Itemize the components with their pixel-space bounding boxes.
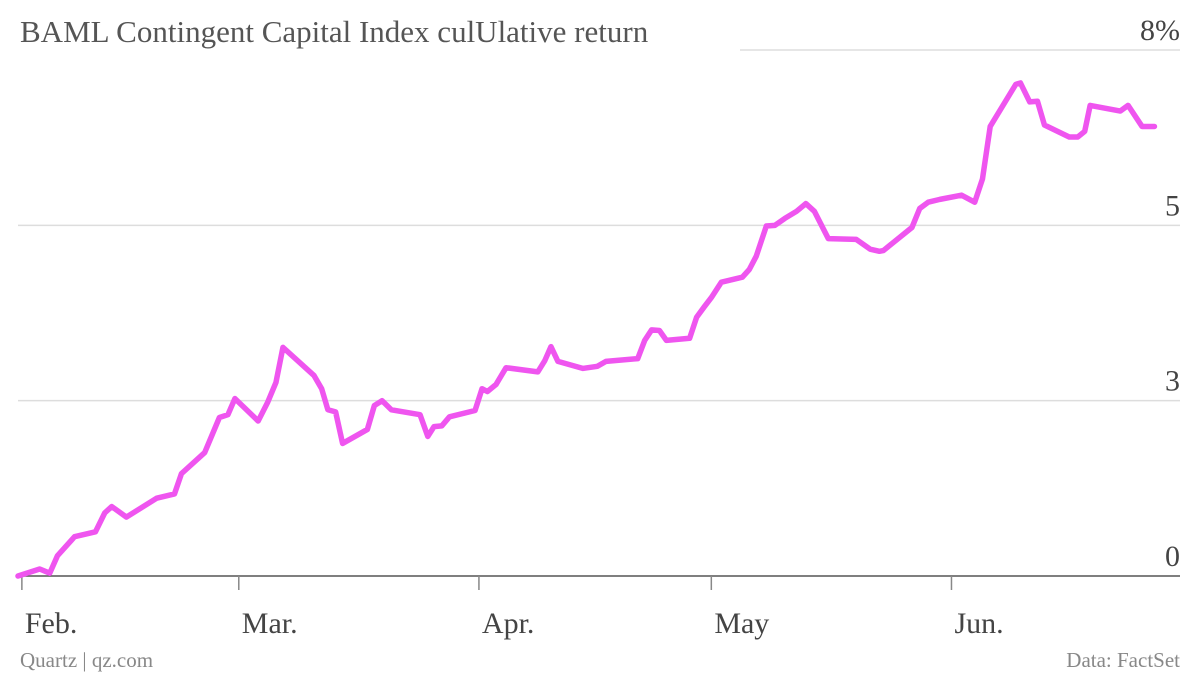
x-tick-label: May [714, 607, 769, 640]
grid [18, 49, 1180, 577]
y-tick-label: 5 [1165, 189, 1180, 222]
series-line [15, 80, 1158, 579]
chart-title: BAML Contingent Capital Index culUlative… [20, 14, 649, 49]
x-tick-label: Apr. [482, 607, 534, 640]
title-backdrop [0, 0, 740, 62]
x-tick-label: Jun. [954, 607, 1003, 640]
y-tick-label: 8% [1140, 14, 1180, 47]
y-tick-label: 3 [1165, 365, 1180, 398]
credit: Quartz | qz.com [20, 648, 153, 672]
y-tick-label: 0 [1165, 540, 1180, 573]
x-tick-label: Feb. [25, 607, 78, 640]
source: Data: FactSet [1066, 648, 1180, 672]
x-tick-label: Mar. [242, 607, 298, 640]
